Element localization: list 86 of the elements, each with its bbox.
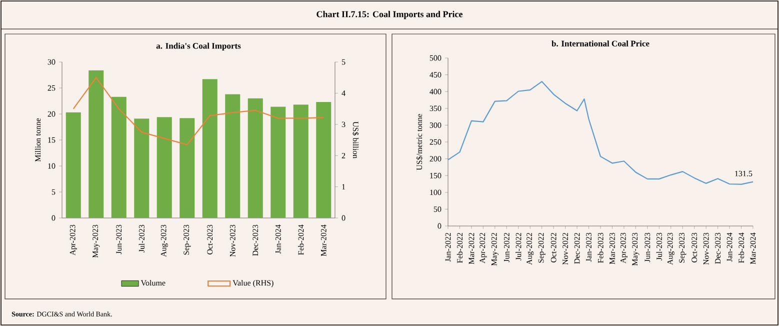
y-tick-label: 300 <box>430 122 442 128</box>
y2-tick-label: 5 <box>342 59 346 65</box>
y-tick-label: 5 <box>52 189 56 195</box>
x-tick-label: Sep-2023 <box>184 224 191 255</box>
bar <box>156 117 172 218</box>
chart-title: b. International Coal Price <box>552 40 650 46</box>
x-tick-label: Dec-2023 <box>715 232 720 264</box>
x-tick-label: Dec-2023 <box>252 224 258 256</box>
x-tick-label: Nov-2022 <box>562 232 568 265</box>
x-tick-label: Jan-2022 <box>445 232 451 262</box>
x-tick-label: Feb-2023 <box>598 232 604 263</box>
text: Chart II.7.15: Coal Imports and Price <box>316 10 463 20</box>
x-tick-label: Oct-2022 <box>550 232 556 262</box>
chart-title: a. India's Coal Imports <box>156 42 241 50</box>
x-tick-label: Sep-2023 <box>679 232 686 263</box>
x-tick-label: Nov-2023 <box>703 232 709 265</box>
y-tick-label: 20 <box>48 111 56 117</box>
y-tick-label: 350 <box>430 106 442 112</box>
legend-label: Value (RHS) <box>232 280 274 288</box>
x-tick-label: Feb-2022 <box>456 232 463 263</box>
y-tick-label: 500 <box>430 55 442 61</box>
y-tick-label: 250 <box>430 139 442 145</box>
y2-axis-title: US$ billion <box>352 122 359 158</box>
x-tick-label: Feb-2024 <box>298 224 304 255</box>
legend-label: Volume <box>140 280 166 286</box>
x-tick-label: Aug-2022 <box>526 232 534 265</box>
x-tick-label: May-2023 <box>632 232 640 266</box>
x-tick-label: Nov-2023 <box>230 224 236 257</box>
x-tick-label: Oct-2023 <box>692 232 698 262</box>
y-tick-label: 400 <box>430 88 442 94</box>
x-tick-label: Apr-2023 <box>620 232 628 264</box>
x-tick-label: Oct-2023 <box>207 224 213 254</box>
x-tick-label: Feb-2024 <box>738 232 744 263</box>
y-tick-label: 15 <box>48 137 56 143</box>
y-tick-label: 25 <box>48 85 56 91</box>
y-tick-label: 0 <box>52 215 56 221</box>
y2-tick-label: 4 <box>342 90 346 96</box>
y-tick-label: 50 <box>434 206 442 212</box>
x-tick-label: May-2023 <box>92 224 100 258</box>
y2-tick-label: 0 <box>342 215 346 221</box>
bar <box>293 104 308 218</box>
bar <box>248 98 263 218</box>
y-tick-label: 100 <box>430 190 442 196</box>
x-tick-label: Jan-2023 <box>586 232 592 262</box>
x-tick-label: Mar-2023 <box>610 232 615 264</box>
x-tick-label: Dec-2022 <box>574 232 580 264</box>
y-tick-label: 10 <box>48 163 56 169</box>
x-tick-label: Mar-2024 <box>320 224 326 256</box>
y2-tick-label: 3 <box>342 122 346 128</box>
y-tick-label: 0 <box>438 223 442 229</box>
x-tick-label: Jan-2024 <box>726 232 732 262</box>
bar <box>111 96 126 218</box>
y-axis-title: Million tonne <box>34 118 41 162</box>
x-tick-label: Aug-2023 <box>160 224 168 257</box>
y-tick-label: 200 <box>430 156 442 162</box>
x-tick-label: Apr-2023 <box>70 224 77 256</box>
line-series <box>72 77 324 146</box>
bar <box>134 118 150 218</box>
x-tick-label: Jul-2022 <box>516 232 522 260</box>
x-tick-label: Jun-2023 <box>644 232 650 262</box>
line-series <box>447 80 754 185</box>
x-tick-label: Mar-2022 <box>468 232 474 264</box>
x-tick-label: Jul-2023 <box>138 224 144 252</box>
bar <box>88 70 104 218</box>
annotation: 131.5 <box>735 170 752 176</box>
y-tick-label: 450 <box>430 72 442 78</box>
y2-tick-label: 2 <box>342 152 346 158</box>
x-tick-label: Mar-2024 <box>750 232 756 264</box>
y2-tick-label: 1 <box>342 184 346 190</box>
x-tick-label: Aug-2023 <box>667 232 674 265</box>
x-tick-label: Jul-2023 <box>656 232 662 260</box>
bar <box>270 106 286 218</box>
x-tick-label: Apr-2022 <box>480 232 487 264</box>
y-tick-label: 150 <box>430 172 442 178</box>
bar <box>316 102 332 218</box>
x-tick-label: Jun-2022 <box>504 232 510 262</box>
x-tick-label: Sep-2022 <box>538 232 546 263</box>
x-tick-label: Jun-2023 <box>116 224 122 254</box>
bar <box>202 79 218 218</box>
x-tick-label: Jan-2024 <box>275 224 281 254</box>
bar <box>66 112 81 218</box>
bar <box>180 118 195 218</box>
bar <box>225 94 240 218</box>
y-axis-title: US$/metric tonne <box>416 114 423 170</box>
x-tick-label: May-2022 <box>491 232 498 266</box>
y-tick-label: 30 <box>48 59 56 65</box>
